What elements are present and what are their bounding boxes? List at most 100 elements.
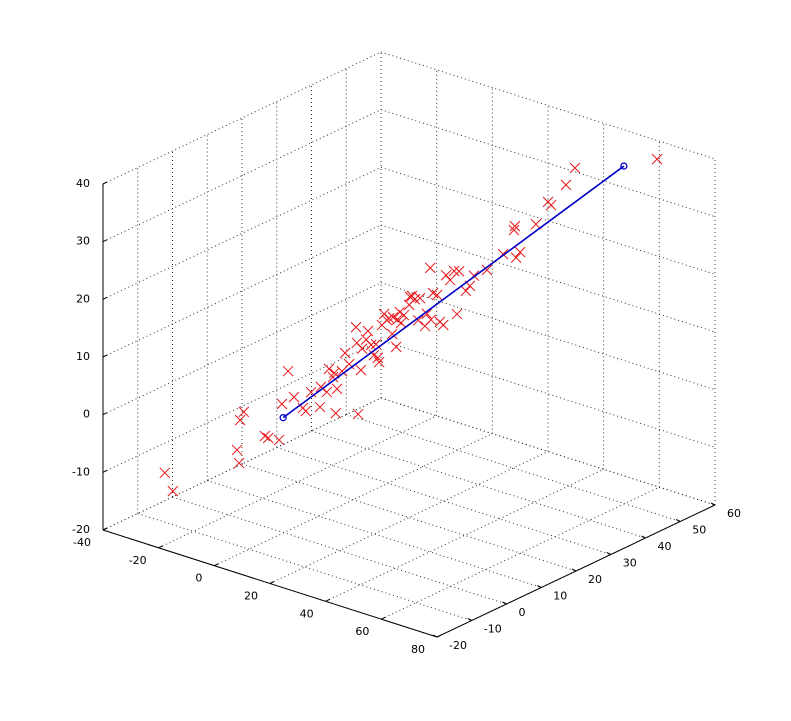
grid-line bbox=[380, 109, 716, 218]
point bbox=[444, 274, 456, 286]
point bbox=[288, 391, 300, 403]
point bbox=[431, 289, 443, 301]
point bbox=[350, 321, 362, 333]
z-tick-label: 0 bbox=[83, 408, 90, 421]
z-tick-label: 10 bbox=[76, 350, 90, 363]
point bbox=[560, 179, 572, 191]
y-tick-label: 50 bbox=[692, 524, 706, 537]
z-tick-label: 30 bbox=[76, 235, 90, 248]
point bbox=[259, 430, 271, 442]
point bbox=[569, 162, 581, 174]
fit-line bbox=[282, 165, 625, 419]
point bbox=[651, 153, 663, 165]
point bbox=[440, 269, 452, 281]
point bbox=[373, 356, 385, 368]
x-tick bbox=[381, 616, 386, 620]
point bbox=[390, 341, 402, 353]
point bbox=[356, 343, 368, 354]
grid-line bbox=[102, 224, 382, 358]
grid-line bbox=[380, 339, 716, 448]
y-tick bbox=[676, 519, 681, 522]
point bbox=[372, 352, 384, 364]
grid-line bbox=[381, 486, 660, 620]
y-tick-label: 40 bbox=[658, 540, 672, 553]
point bbox=[231, 444, 243, 456]
point bbox=[238, 406, 250, 418]
point bbox=[451, 308, 463, 320]
z-tick bbox=[102, 181, 108, 185]
grid-line bbox=[102, 51, 382, 185]
grid-line bbox=[380, 224, 716, 333]
y-tick bbox=[710, 502, 716, 506]
x-tick-label: -40 bbox=[73, 536, 91, 549]
point bbox=[330, 407, 342, 419]
point bbox=[404, 291, 416, 303]
point bbox=[362, 325, 374, 337]
point bbox=[510, 252, 522, 264]
line-endpoint bbox=[279, 414, 287, 422]
point bbox=[315, 381, 327, 393]
grid-line bbox=[172, 496, 507, 605]
x-tick bbox=[436, 634, 442, 638]
x-tick-label: 20 bbox=[244, 590, 258, 603]
grid-line bbox=[102, 339, 382, 473]
z-tick bbox=[102, 354, 108, 358]
z-tick bbox=[102, 296, 108, 300]
y-tick bbox=[537, 585, 542, 588]
grid-line bbox=[102, 397, 382, 531]
point bbox=[331, 383, 343, 395]
x-tick bbox=[214, 563, 219, 567]
grid-line bbox=[380, 397, 716, 506]
point bbox=[273, 434, 285, 446]
grid-line bbox=[102, 282, 382, 416]
point bbox=[508, 224, 520, 236]
point bbox=[425, 314, 437, 326]
point bbox=[234, 414, 246, 426]
y-tick-label: -10 bbox=[484, 623, 502, 636]
point bbox=[460, 285, 472, 297]
point bbox=[398, 309, 410, 321]
y-tick bbox=[571, 568, 577, 572]
point bbox=[323, 363, 335, 375]
point bbox=[352, 408, 364, 420]
y-tick bbox=[641, 535, 646, 539]
point bbox=[545, 199, 557, 211]
grid-line bbox=[102, 166, 382, 300]
grid-line bbox=[311, 430, 646, 539]
point bbox=[509, 220, 521, 232]
point bbox=[355, 364, 367, 376]
y-tick-label: -20 bbox=[449, 639, 467, 652]
point bbox=[314, 401, 326, 413]
point bbox=[414, 292, 426, 304]
point bbox=[262, 432, 274, 444]
grid-line bbox=[276, 447, 611, 555]
y-tick bbox=[502, 601, 507, 605]
grid-line bbox=[214, 433, 493, 567]
x-tick-label: -20 bbox=[129, 554, 147, 567]
point bbox=[395, 317, 407, 329]
point bbox=[437, 319, 449, 331]
y-tick-label: 0 bbox=[519, 606, 526, 619]
grid-line bbox=[380, 282, 716, 391]
z-tick-label: 40 bbox=[76, 177, 90, 190]
z-tick bbox=[102, 469, 108, 473]
grid-line bbox=[380, 51, 716, 160]
grid-line bbox=[158, 415, 437, 549]
z-tick bbox=[102, 239, 108, 243]
point bbox=[233, 457, 245, 469]
y-tick-label: 60 bbox=[727, 507, 741, 520]
point bbox=[412, 314, 424, 326]
point bbox=[448, 265, 460, 277]
z-tick bbox=[102, 412, 108, 416]
point bbox=[159, 467, 171, 479]
point bbox=[167, 485, 179, 497]
x-tick-label: 80 bbox=[411, 643, 425, 656]
grid-line bbox=[137, 513, 472, 621]
z-tick-label: -10 bbox=[72, 465, 90, 478]
grid-line bbox=[346, 414, 681, 522]
point bbox=[300, 405, 312, 417]
grid-line bbox=[102, 109, 382, 243]
grid-line bbox=[269, 451, 549, 584]
point bbox=[327, 371, 339, 383]
